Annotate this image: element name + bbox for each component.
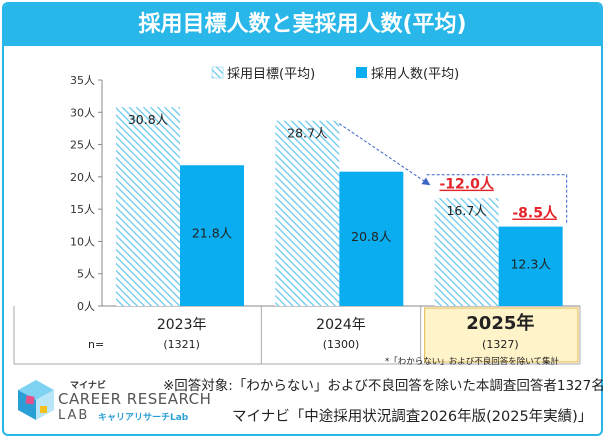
- y-tick-label: 20人: [70, 171, 95, 184]
- source-citation: マイナビ「中途採用状況調査2026年版(2025年実績)」: [232, 409, 593, 425]
- comparison-arrow: [339, 123, 431, 186]
- category-label: 2025年: [466, 312, 534, 334]
- chart-footnote: *「わからない」および不良回答を除いて集計: [385, 356, 559, 367]
- y-tick-label: 10人: [70, 235, 95, 248]
- y-tick-label: 30人: [70, 106, 95, 119]
- bar-actual-2: [498, 226, 563, 306]
- category-label: 2023年: [157, 317, 207, 333]
- data-label: 28.7人: [287, 126, 328, 141]
- y-tick-label: 15人: [70, 203, 95, 216]
- logo-name-line1: CAREER RESEARCH: [58, 390, 212, 408]
- legend-label-target: 採用目標(平均): [227, 67, 315, 82]
- chart-title: 採用目標人数と実採用人数(平均): [4, 4, 601, 46]
- data-label: 12.3人: [510, 256, 551, 271]
- data-label: 30.8人: [128, 112, 169, 127]
- y-tick-label: 0人: [77, 300, 95, 313]
- bar-actual-1: [339, 171, 404, 306]
- legend-label-actual: 採用人数(平均): [371, 67, 459, 82]
- data-label: 16.7人: [446, 203, 487, 218]
- bar-target-2: [434, 198, 499, 306]
- chart-frame: 採用目標人数と実採用人数(平均): [2, 2, 603, 436]
- y-tick-label: 35人: [70, 74, 95, 87]
- n-label: n=: [88, 338, 104, 351]
- n-value: (1327): [482, 338, 519, 351]
- logo-brand-ja: マイナビ: [70, 381, 106, 391]
- respondent-note: ※回答対象:「わからない」および不良回答を除いた本調査回答者1327名: [163, 378, 605, 394]
- logo-name-line2: LAB: [58, 408, 90, 423]
- change-annotation: -12.0人: [439, 176, 494, 193]
- y-tick-label: 25人: [70, 139, 95, 152]
- bar-actual-0: [180, 165, 244, 306]
- data-label: 20.8人: [351, 229, 392, 244]
- data-label: 21.8人: [192, 226, 233, 241]
- logo-cube-icon: [18, 380, 54, 420]
- n-value: (1321): [163, 338, 200, 351]
- bar-target-0: [116, 107, 180, 307]
- legend-swatch-actual: [356, 67, 367, 78]
- n-value: (1300): [323, 338, 360, 351]
- career-research-lab-logo: マイナビ CAREER RESEARCH LAB キャリアリサーチLab: [14, 378, 224, 428]
- y-tick-label: 5人: [77, 268, 95, 281]
- logo-name-kana: キャリアリサーチLab: [98, 413, 189, 423]
- change-annotation: -8.5人: [512, 205, 558, 222]
- bar-target-1: [275, 120, 340, 307]
- legend-swatch-target: [211, 66, 224, 79]
- highlight-cell: [424, 307, 579, 363]
- category-label: 2024年: [316, 317, 366, 333]
- comparison-guide: [426, 174, 568, 225]
